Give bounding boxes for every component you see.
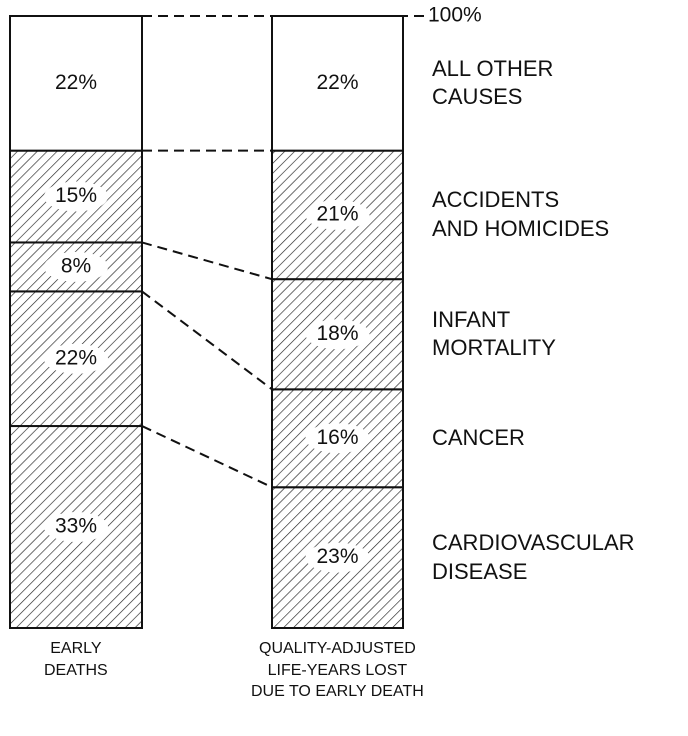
value-label: 22% (55, 346, 97, 369)
value-label: 22% (316, 71, 358, 94)
legend-label: CANCER (432, 424, 525, 450)
value-label: 21% (316, 202, 358, 225)
label-background (44, 251, 108, 282)
value-label: 23% (316, 545, 358, 568)
x-tick-label: EARLY DEATHS (44, 640, 108, 679)
value-label: 8% (61, 254, 91, 277)
legend-label: ACCIDENTS AND HOMICIDES (432, 187, 610, 241)
bar-segment (9, 15, 143, 152)
label-background (44, 181, 108, 212)
bar-segment (271, 15, 404, 152)
value-label: 15% (55, 184, 97, 207)
x-tick-label: QUALITY-ADJUSTED LIFE-YEARS LOST DUE TO … (251, 640, 424, 701)
label-background (305, 542, 370, 573)
label-background (305, 199, 370, 230)
value-label: 18% (316, 322, 358, 345)
legend-label: CARDIOVASCULAR DISEASE (432, 530, 635, 584)
label-background (305, 423, 370, 454)
label-background (44, 512, 108, 543)
bar-segment (271, 486, 404, 629)
legend-label: ALL OTHER CAUSES (432, 55, 554, 110)
value-label: 22% (55, 71, 97, 94)
connector (141, 241, 273, 281)
y-tick-label: 100% (428, 4, 482, 27)
connector (141, 290, 273, 391)
label-background (305, 319, 370, 350)
connector (141, 425, 273, 489)
value-label: 33% (55, 515, 97, 538)
label-background (44, 343, 108, 374)
value-label: 16% (316, 426, 358, 449)
legend-label: INFANT MORTALITY (432, 306, 556, 361)
